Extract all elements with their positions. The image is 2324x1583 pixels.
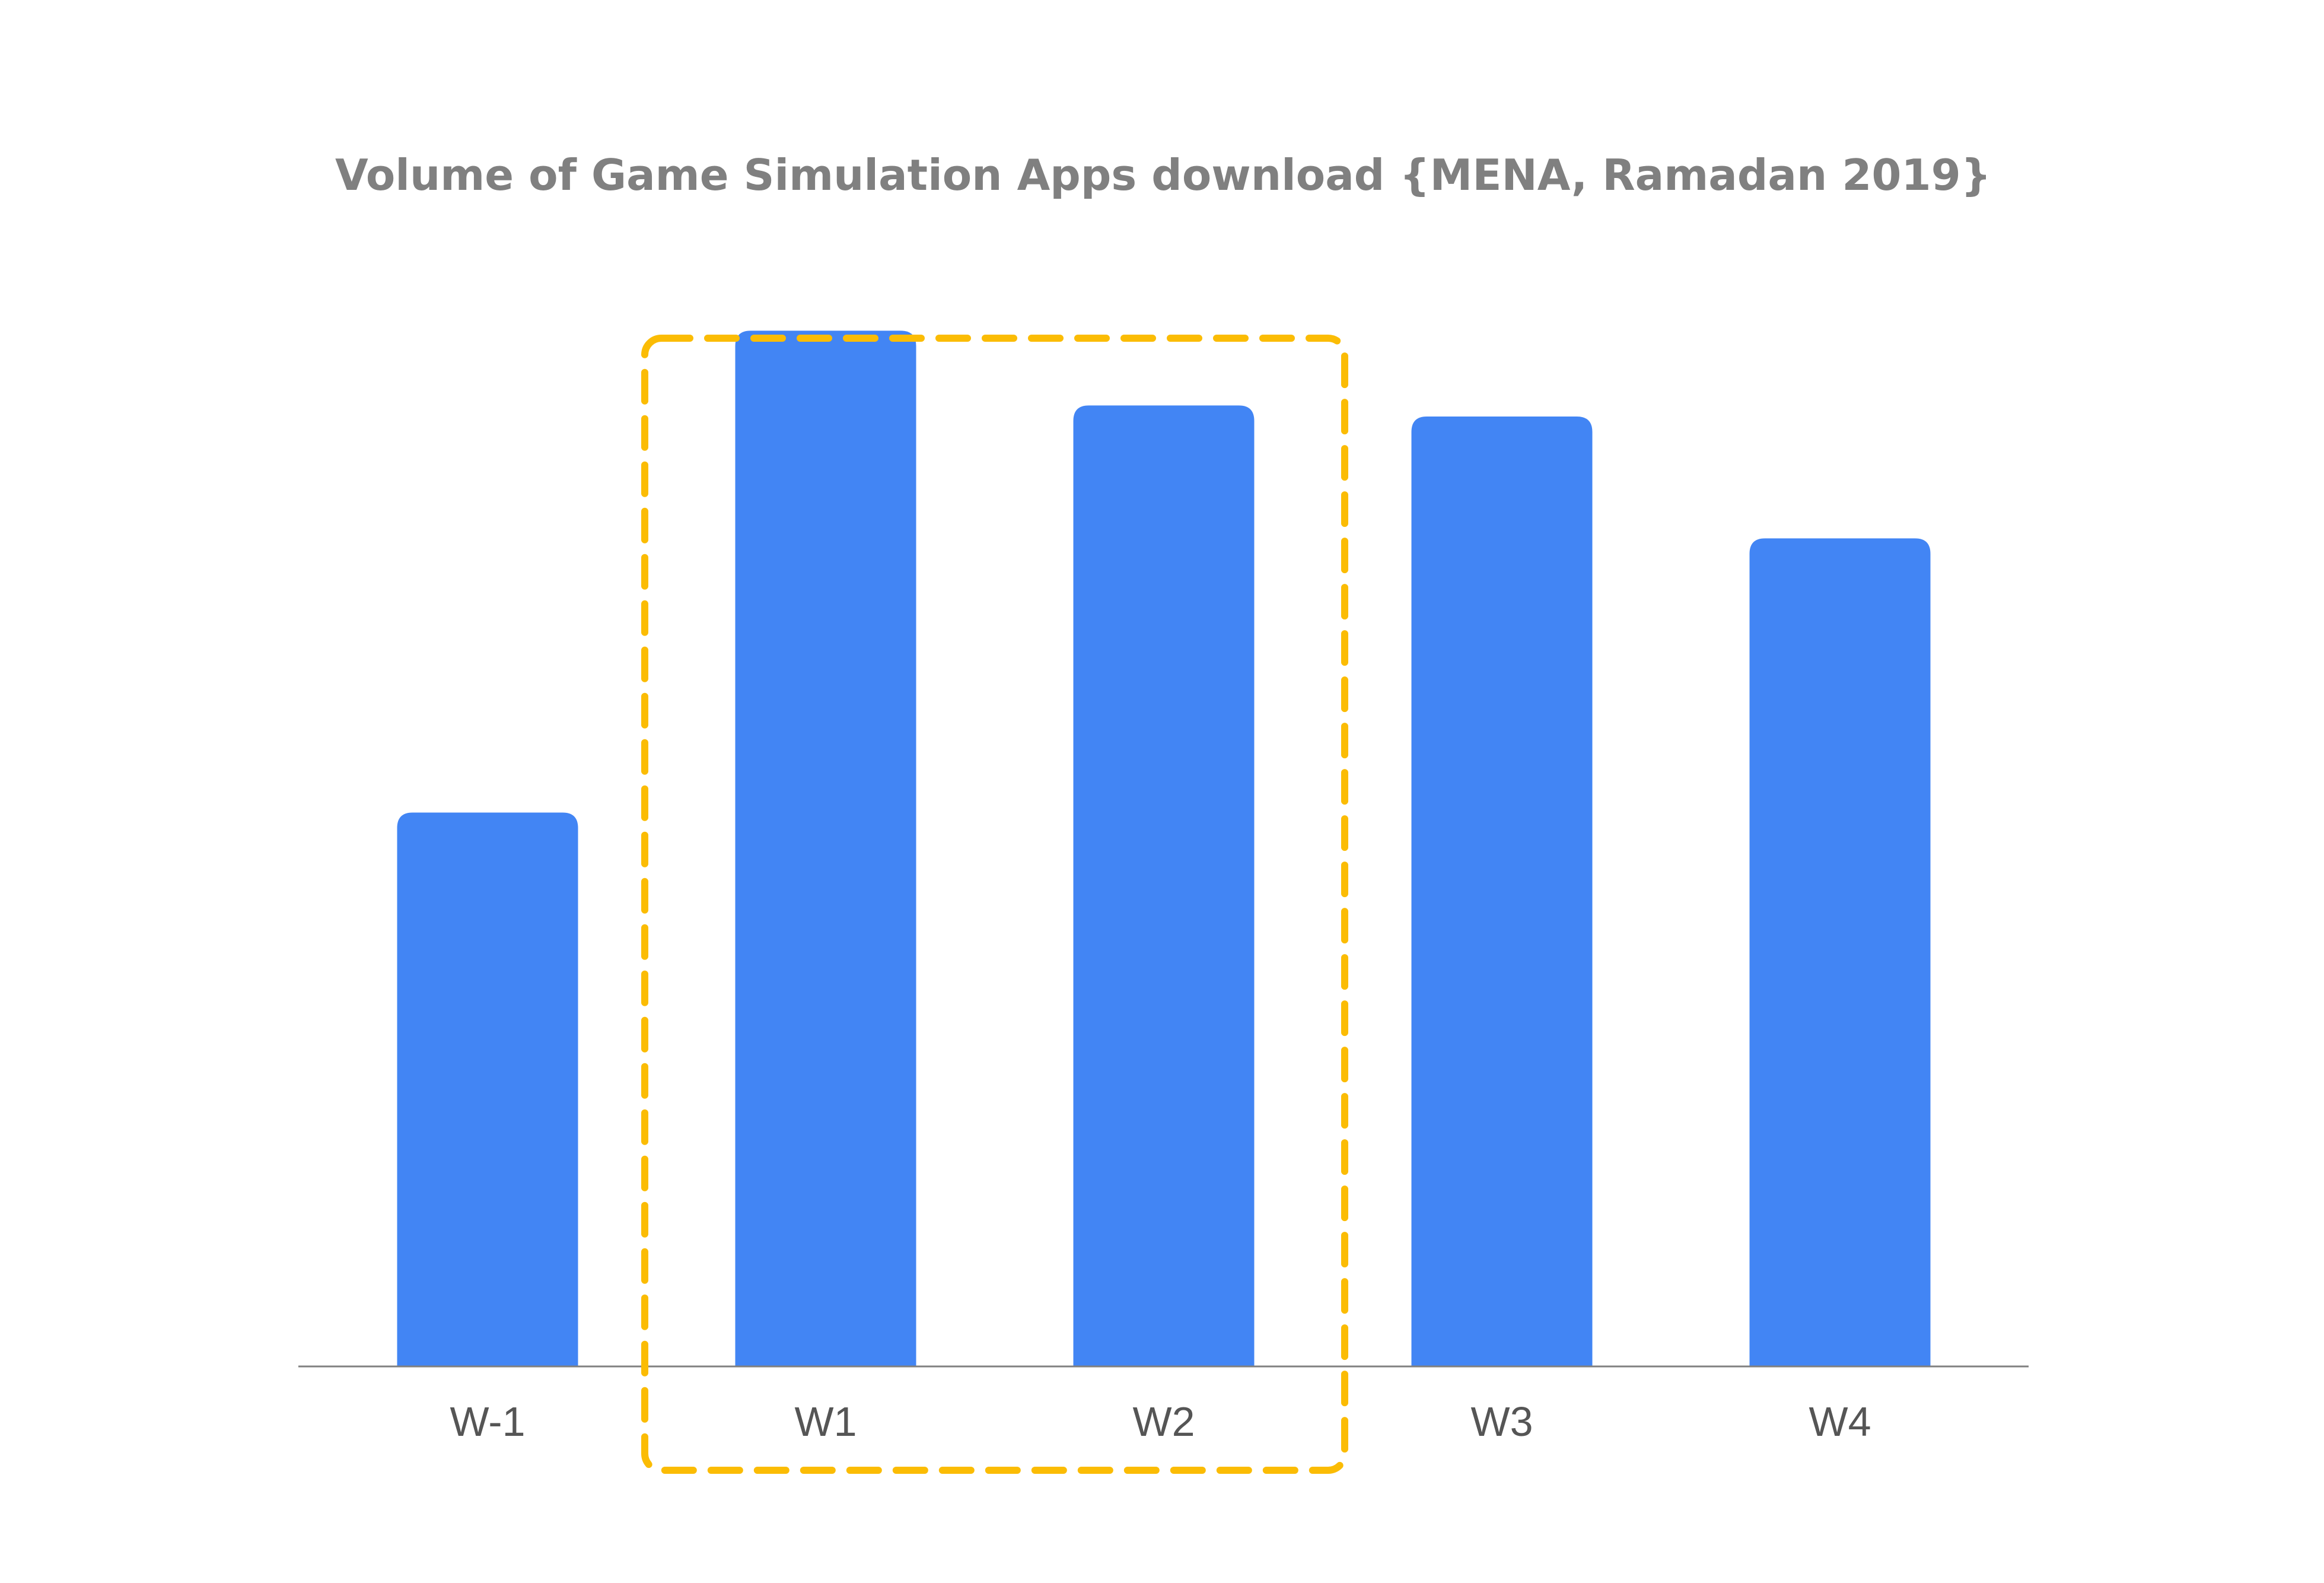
bars-layer — [397, 330, 1931, 1367]
x-tick-label-w2: W2 — [1133, 1398, 1195, 1445]
x-tick-label-w4: W4 — [1809, 1398, 1871, 1445]
bar-w4 — [1749, 538, 1931, 1366]
x-tick-label-w3: W3 — [1471, 1398, 1533, 1445]
x-tick-label-w-1: W-1 — [450, 1398, 525, 1445]
chart-title: Volume of Game Simulation Apps download … — [335, 150, 1991, 200]
x-tick-labels: W-1 W1 W2 W3 W4 — [450, 1398, 1871, 1445]
highlight-box — [641, 335, 1348, 1474]
bar-w-1 — [397, 812, 578, 1366]
x-tick-label-w1: W1 — [795, 1398, 857, 1445]
bar-w3 — [1411, 417, 1593, 1366]
bar-w2 — [1073, 405, 1255, 1367]
bar-w1 — [735, 330, 916, 1366]
